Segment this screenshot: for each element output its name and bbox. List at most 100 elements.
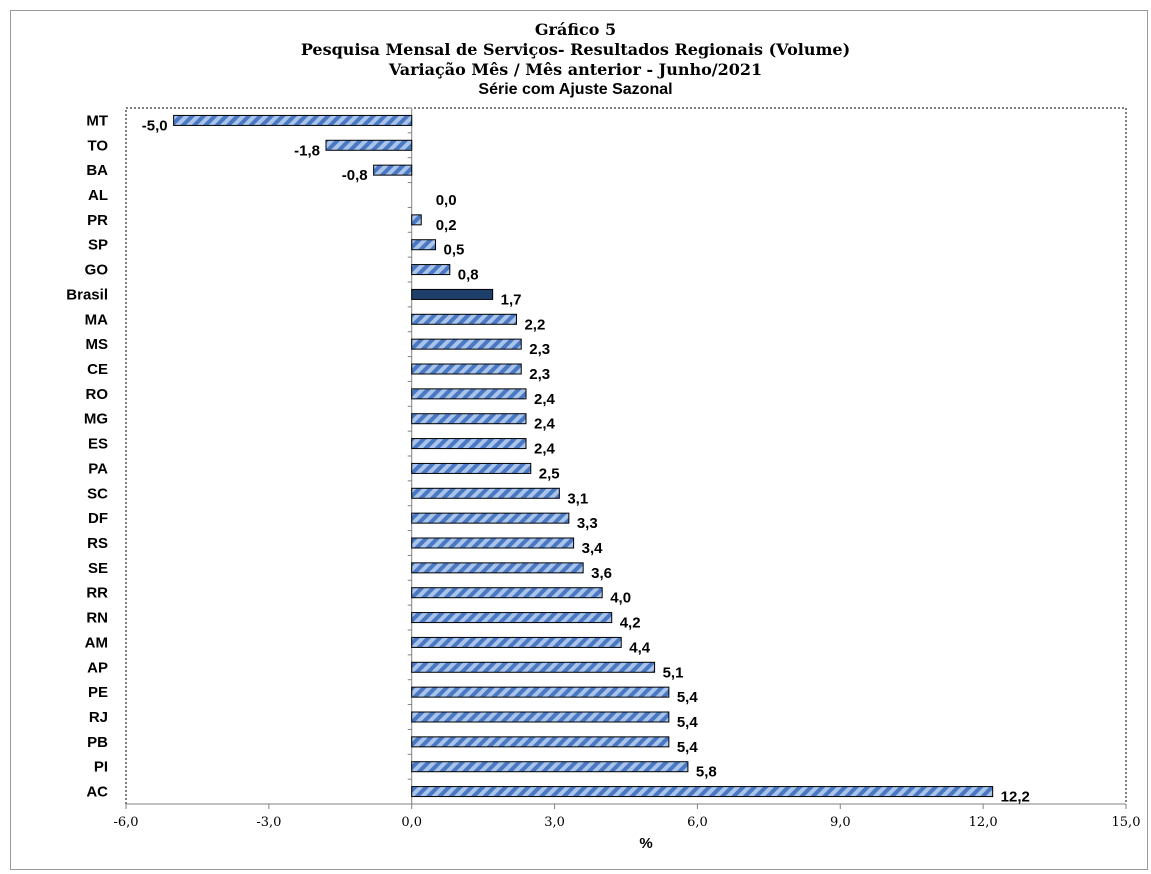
x-tick-label: 15,0	[1112, 815, 1141, 830]
category-label: MA	[85, 311, 108, 328]
category-label: GO	[85, 262, 109, 279]
bar	[373, 164, 413, 176]
category-label: RR	[86, 585, 108, 602]
bar	[411, 487, 560, 499]
data-label: 2,5	[539, 465, 560, 482]
bar	[411, 537, 575, 549]
data-label: 5,4	[677, 714, 699, 731]
category-label: PA	[88, 460, 108, 477]
data-label: -0,8	[342, 167, 368, 184]
data-label: 0,2	[436, 217, 457, 234]
data-label: 0,5	[444, 242, 465, 259]
x-tick-label: 3,0	[544, 815, 565, 830]
data-label: 4,4	[629, 639, 651, 656]
chart-frame	[10, 10, 1148, 870]
data-label: 0,0	[436, 192, 457, 209]
category-label: PR	[87, 212, 108, 229]
bar	[411, 761, 689, 773]
data-label: 5,4	[677, 689, 699, 706]
data-label: 2,4	[534, 391, 556, 408]
bar	[411, 313, 517, 325]
bar	[411, 462, 532, 474]
bar	[411, 612, 613, 624]
bar	[411, 338, 522, 350]
bar	[411, 562, 584, 574]
category-label: CE	[87, 361, 108, 378]
data-label: 1,7	[501, 291, 522, 308]
category-label: PB	[87, 734, 108, 751]
bar	[411, 239, 437, 251]
category-label: RJ	[89, 709, 108, 726]
bar	[411, 388, 527, 400]
category-label: AL	[88, 187, 108, 204]
bar	[411, 587, 603, 599]
category-label: MS	[86, 336, 109, 353]
chart-title: Gráfico 5	[534, 20, 617, 39]
x-tick-label: -6,0	[113, 815, 138, 830]
category-label: PE	[88, 684, 108, 701]
bar	[173, 114, 413, 126]
chart-subtitle-1: Pesquisa Mensal de Serviços- Resultados …	[300, 40, 851, 59]
x-tick-label: 6,0	[687, 815, 708, 830]
category-label: PI	[94, 759, 108, 776]
chart-titles: Gráfico 5 Pesquisa Mensal de Serviços- R…	[0, 20, 1151, 100]
x-tick-label: -3,0	[256, 815, 281, 830]
category-label: SC	[87, 485, 108, 502]
data-label: 4,2	[620, 615, 641, 632]
category-label: DF	[88, 510, 108, 527]
x-axis-label: %	[639, 835, 652, 852]
bar	[411, 711, 670, 723]
data-label: 12,2	[1001, 789, 1030, 806]
bar	[411, 786, 994, 798]
x-tick-label: 9,0	[830, 815, 851, 830]
chart-subtitle-2: Variação Mês / Mês anterior - Junho/2021	[388, 60, 763, 79]
category-label: MG	[84, 411, 108, 428]
data-label: 3,4	[582, 540, 604, 557]
plot-area	[125, 107, 1127, 805]
category-label: RS	[87, 535, 108, 552]
data-label: -1,8	[294, 142, 320, 159]
bar	[411, 413, 527, 425]
bar	[411, 363, 522, 375]
bar	[411, 636, 622, 648]
data-label: 3,3	[577, 515, 598, 532]
data-label: 2,3	[529, 366, 550, 383]
bar-brasil	[411, 288, 494, 300]
bar	[411, 438, 527, 450]
category-label: RO	[86, 386, 109, 403]
category-label: SP	[88, 237, 108, 254]
data-label: -5,0	[142, 117, 168, 134]
bar	[411, 214, 422, 226]
bar	[325, 139, 413, 151]
bar	[411, 661, 656, 673]
category-label: AC	[86, 784, 108, 801]
category-label: Brasil	[66, 286, 108, 303]
category-label: TO	[87, 137, 108, 154]
data-label: 4,0	[610, 590, 631, 607]
category-label: BA	[86, 162, 108, 179]
bar	[411, 736, 670, 748]
x-tick-label: 12,0	[969, 815, 998, 830]
data-label: 2,2	[524, 316, 545, 333]
data-label: 2,3	[529, 341, 550, 358]
bar	[411, 264, 451, 276]
data-label: 2,4	[534, 416, 556, 433]
chart-subtitle-3: Série com Ajuste Sazonal	[478, 81, 673, 98]
bar	[411, 686, 670, 698]
data-label: 5,4	[677, 739, 699, 756]
category-label: MT	[86, 112, 108, 129]
data-label: 5,1	[663, 664, 684, 681]
category-label: ES	[88, 436, 108, 453]
category-label: RN	[86, 610, 108, 627]
bar	[411, 512, 570, 524]
data-label: 3,6	[591, 565, 612, 582]
category-label: AM	[85, 634, 108, 651]
category-label: AP	[87, 659, 108, 676]
category-label: SE	[88, 560, 108, 577]
x-tick-label: 0,0	[401, 815, 422, 830]
data-label: 2,4	[534, 441, 556, 458]
data-label: 5,8	[696, 764, 717, 781]
data-label: 3,1	[567, 490, 588, 507]
data-label: 0,8	[458, 267, 479, 284]
